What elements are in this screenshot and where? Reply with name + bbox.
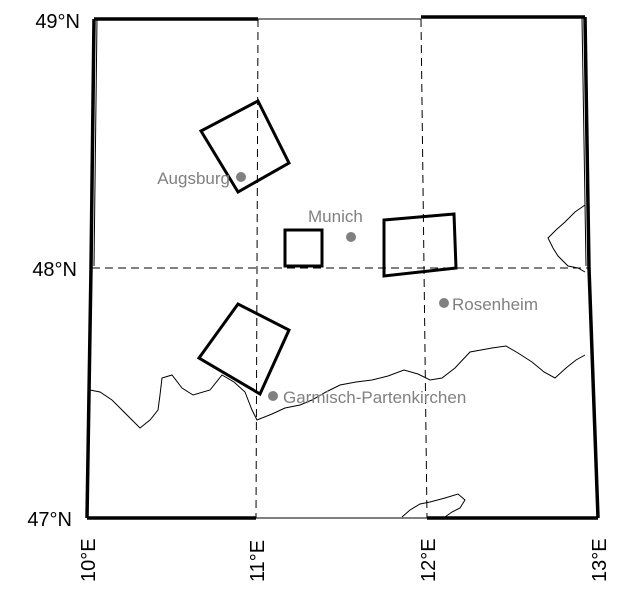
- city-marker-garmisch: [268, 391, 278, 401]
- study-area-east: [382, 212, 458, 278]
- city-marker-augsburg: [236, 172, 246, 182]
- city-marker-munich: [346, 232, 356, 242]
- frame-right-inner: [581, 17, 587, 267]
- lat-label-47n: 47°N: [27, 509, 72, 531]
- frame-left-inner: [93, 19, 98, 267]
- lon-label-13e: 13°E: [589, 538, 611, 582]
- frame-left-upper: [89, 18, 96, 269]
- border-line: [89, 345, 586, 429]
- lon-label-12e: 12°E: [418, 538, 440, 582]
- meridian-11e: [255, 18, 259, 519]
- lat-label-49n: 49°N: [35, 11, 80, 33]
- latitude-labels: 49°N 48°N 47°N: [27, 11, 80, 531]
- city-label-rosenheim: Rosenheim: [452, 295, 538, 314]
- lon-label-11e: 11°E: [247, 540, 269, 582]
- city-label-garmisch: Garmisch-Partenkirchen: [283, 388, 466, 407]
- study-areas: [196, 98, 458, 397]
- study-area-central: [283, 228, 324, 268]
- frame-right-upper: [583, 16, 591, 269]
- border-line-south: [401, 493, 466, 518]
- city-label-augsburg: Augsburg: [157, 169, 230, 188]
- map-frame: [85, 15, 600, 520]
- graticule: [92, 18, 588, 519]
- longitude-labels: 10°E 11°E 12°E 13°E: [78, 538, 611, 582]
- city-marker-rosenheim: [439, 298, 449, 308]
- frame-right-lower: [587, 267, 600, 519]
- frame-left-lower: [85, 267, 93, 519]
- study-area-northwest: [198, 98, 291, 195]
- lon-label-10e: 10°E: [78, 538, 100, 582]
- border-line-east: [547, 204, 586, 273]
- lat-label-48n: 48°N: [32, 259, 77, 281]
- city-label-munich: Munich: [308, 207, 363, 226]
- study-area-southwest: [196, 302, 291, 397]
- cities: Augsburg Munich Rosenheim Garmisch-Parte…: [157, 169, 538, 407]
